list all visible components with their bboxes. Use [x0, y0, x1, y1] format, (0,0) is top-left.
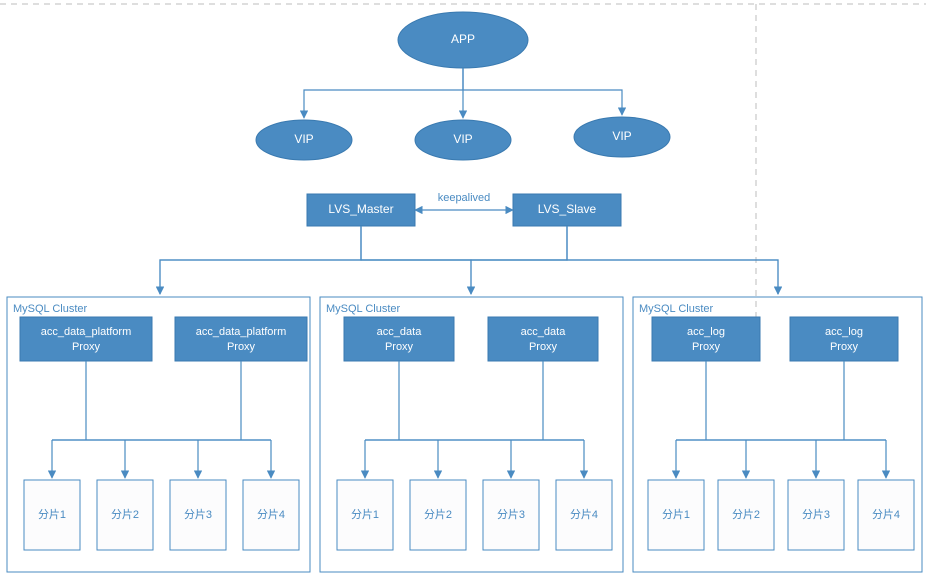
edge-slave-c2 — [471, 226, 567, 294]
architecture-diagram: APP VIP VIP VIP LVS_Master LVS_Slave keepalive… — [0, 0, 926, 580]
cluster1-shard0-label: 分片1 — [38, 508, 66, 521]
cluster2-proxy1 — [488, 317, 598, 361]
cluster3-proxy0 — [652, 317, 760, 361]
cluster3-proxy1-l2: Proxy — [830, 341, 859, 353]
cluster2-proxy1-l2: Proxy — [529, 341, 558, 353]
cluster3-proxy1-l1: acc_log — [825, 326, 863, 338]
cluster3-label: MySQL Cluster — [639, 303, 714, 315]
cluster2-shard2-label: 分片3 — [497, 508, 525, 521]
cluster2-proxy1-l1: acc_data — [521, 326, 567, 338]
vip2-label: VIP — [453, 132, 472, 146]
cluster1-shard3-label: 分片4 — [257, 508, 285, 521]
cluster3-proxy1 — [790, 317, 898, 361]
edge-app-vip3 — [463, 68, 622, 115]
cluster1-proxy1-l1: acc_data_platform — [196, 326, 287, 338]
cluster1-proxy0-l1: acc_data_platform — [41, 326, 132, 338]
cluster2-proxy0 — [344, 317, 454, 361]
edge-slave-c3 — [567, 226, 778, 294]
cluster3-shard3-label: 分片4 — [872, 508, 900, 521]
app-label: APP — [451, 32, 475, 46]
edge-app-vip1 — [304, 68, 463, 118]
cluster2-proxy0-l2: Proxy — [385, 341, 414, 353]
lvs_master-label: LVS_Master — [328, 202, 393, 216]
cluster3-proxy0-l1: acc_log — [687, 326, 725, 338]
cluster2-shard0-label: 分片1 — [351, 508, 379, 521]
cluster1-proxy1 — [175, 317, 307, 361]
vip3-label: VIP — [612, 129, 631, 143]
cluster2-label: MySQL Cluster — [326, 303, 401, 315]
cluster3-shard2-label: 分片3 — [802, 508, 830, 521]
lvs_slave-label: LVS_Slave — [538, 202, 597, 216]
cluster1-shard2-label: 分片3 — [184, 508, 212, 521]
keepalived-label: keepalived — [438, 192, 491, 204]
cluster1-proxy0-l2: Proxy — [72, 341, 101, 353]
cluster3-proxy0-l2: Proxy — [692, 341, 721, 353]
cluster3-shard0-label: 分片1 — [662, 508, 690, 521]
cluster2-shard1-label: 分片2 — [424, 508, 452, 521]
cluster2-shard3-label: 分片4 — [570, 508, 598, 521]
cluster1-shard1-label: 分片2 — [111, 508, 139, 521]
cluster1-proxy0 — [20, 317, 152, 361]
cluster1-label: MySQL Cluster — [13, 303, 88, 315]
cluster2-proxy0-l1: acc_data — [377, 326, 423, 338]
cluster1-proxy1-l2: Proxy — [227, 341, 256, 353]
vip1-label: VIP — [294, 132, 313, 146]
cluster3-shard1-label: 分片2 — [732, 508, 760, 521]
